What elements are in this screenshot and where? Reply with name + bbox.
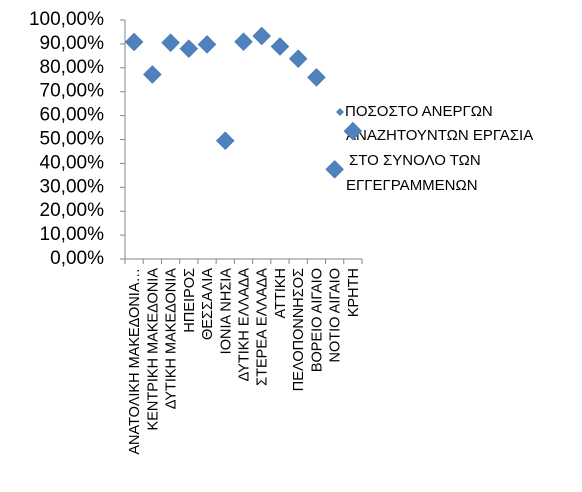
y-tick-label: 50,00%	[40, 129, 105, 150]
y-axis-ticks: 0,00% 10,00% 20,00% 30,00% 40,00%50,00% 60,00…	[29, 9, 125, 269]
x-tick-label: ΙΟΝΙΑ ΝΗΣΙΑ	[218, 268, 234, 355]
x-tick-label: ΠΕΛΟΠΟΝΝΗΣΟΣ	[291, 268, 307, 391]
data-point	[325, 160, 345, 179]
y-tick-label: 100,00%	[29, 9, 104, 30]
data-point	[142, 65, 162, 84]
axes	[124, 20, 362, 260]
y-tick-label: 70,00%	[40, 81, 105, 102]
x-tick-label: ΚΕΝΤΡΙΚΗ ΜΑΚΕΔΟΝΙΑ	[145, 268, 161, 431]
data-point	[161, 33, 180, 53]
legend-label: ΕΓΓΕΓΡΑΜΜΕΝΩΝ	[346, 177, 478, 194]
x-axis-ticks: ΑΝΑΤΟΛΙΚΗ ΜΑΚΕΔΟΝΙΑ… ΚΕΝΤΡΙΚΗ ΜΑΚΕΔΟΝΙΑ ΔΥ…	[124, 259, 363, 455]
x-tick-label: ΔΥΤΙΚΗ ΜΑΚΕΔΟΝΙΑ	[164, 268, 180, 410]
data-point	[124, 32, 144, 52]
legend-label: ΑΝΑΖΗΤΟΥΝΤΩΝ ΕΡΓΑΣΙΑ	[346, 127, 533, 144]
y-tick-label: 90,00%	[40, 33, 105, 54]
x-tick-label: ΘΕΣΣΑΛΙΑ	[200, 268, 216, 340]
y-tick-label: 0,00%	[50, 248, 104, 269]
legend: ΠΟΣΟΣΤΟ ΑΝΕΡΓΩΝ ΑΝΑΖΗΤΟΥΝΤΩΝ ΕΡΓΑΣΙΑ ΣΤΟ Σ…	[336, 103, 533, 194]
data-point	[215, 131, 235, 151]
data-point	[343, 121, 363, 141]
legend-label: ΣΤΟ ΣΥΝΟΛΟ ΤΩΝ	[349, 152, 481, 169]
data-point	[234, 32, 253, 52]
data-point	[252, 26, 272, 46]
data-points	[124, 26, 363, 179]
x-tick-label: ΗΠΕΙΡΟΣ	[182, 268, 198, 333]
x-tick-label: ΣΤΕΡΕΑ ΕΛΛΑΔΑ	[255, 268, 271, 386]
x-tick-label: ΔΥΤΙΚΗ ΕΛΛΑΔΑ	[237, 268, 253, 382]
x-tick-label: ΑΝΑΤΟΛΙΚΗ ΜΑΚΕΔΟΝΙΑ…	[127, 268, 143, 455]
y-tick-label: 10,00%	[40, 224, 105, 245]
y-tick-label: 60,00%	[40, 105, 105, 126]
x-tick-label: ΚΡΗΤΗ	[346, 268, 362, 317]
x-tick-label: ΑΤΤΙΚΗ	[273, 268, 289, 318]
data-point	[270, 37, 290, 56]
y-tick-label: 30,00%	[40, 176, 105, 197]
data-point	[307, 68, 326, 87]
legend-marker	[336, 108, 344, 116]
y-tick-label: 80,00%	[40, 57, 105, 78]
y-tick-label: 40,00%	[40, 152, 105, 173]
data-point	[288, 49, 308, 69]
x-tick-label: ΒΟΡΕΙΟ ΑΙΓΑΙΟ	[309, 268, 325, 372]
legend-label: ΠΟΣΟΣΤΟ ΑΝΕΡΓΩΝ	[345, 103, 493, 120]
data-point	[197, 35, 217, 54]
data-point	[179, 39, 199, 59]
y-tick-label: 20,00%	[40, 200, 105, 221]
x-tick-label: ΝΟΤΙΟ ΑΙΓΑΙΟ	[328, 268, 344, 362]
